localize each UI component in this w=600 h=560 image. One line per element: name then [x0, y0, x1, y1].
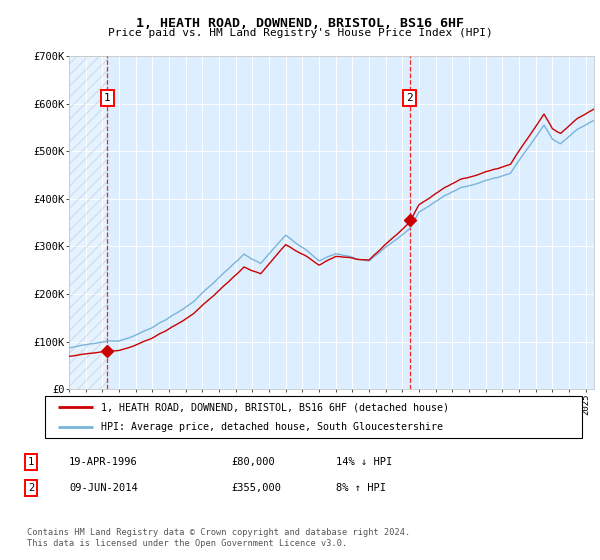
Text: £355,000: £355,000	[231, 483, 281, 493]
Text: 2: 2	[406, 92, 413, 102]
Text: HPI: Average price, detached house, South Gloucestershire: HPI: Average price, detached house, Sout…	[101, 422, 443, 432]
Text: 1, HEATH ROAD, DOWNEND, BRISTOL, BS16 6HF (detached house): 1, HEATH ROAD, DOWNEND, BRISTOL, BS16 6H…	[101, 402, 449, 412]
FancyBboxPatch shape	[45, 396, 582, 438]
Text: Contains HM Land Registry data © Crown copyright and database right 2024.
This d: Contains HM Land Registry data © Crown c…	[27, 528, 410, 548]
Text: £80,000: £80,000	[231, 457, 275, 467]
Text: 2: 2	[28, 483, 34, 493]
Text: Price paid vs. HM Land Registry's House Price Index (HPI): Price paid vs. HM Land Registry's House …	[107, 28, 493, 38]
Text: 09-JUN-2014: 09-JUN-2014	[69, 483, 138, 493]
Text: 8% ↑ HPI: 8% ↑ HPI	[336, 483, 386, 493]
Text: 14% ↓ HPI: 14% ↓ HPI	[336, 457, 392, 467]
Text: 1: 1	[28, 457, 34, 467]
Text: 1: 1	[104, 92, 111, 102]
Text: 1, HEATH ROAD, DOWNEND, BRISTOL, BS16 6HF: 1, HEATH ROAD, DOWNEND, BRISTOL, BS16 6H…	[136, 17, 464, 30]
Text: 19-APR-1996: 19-APR-1996	[69, 457, 138, 467]
